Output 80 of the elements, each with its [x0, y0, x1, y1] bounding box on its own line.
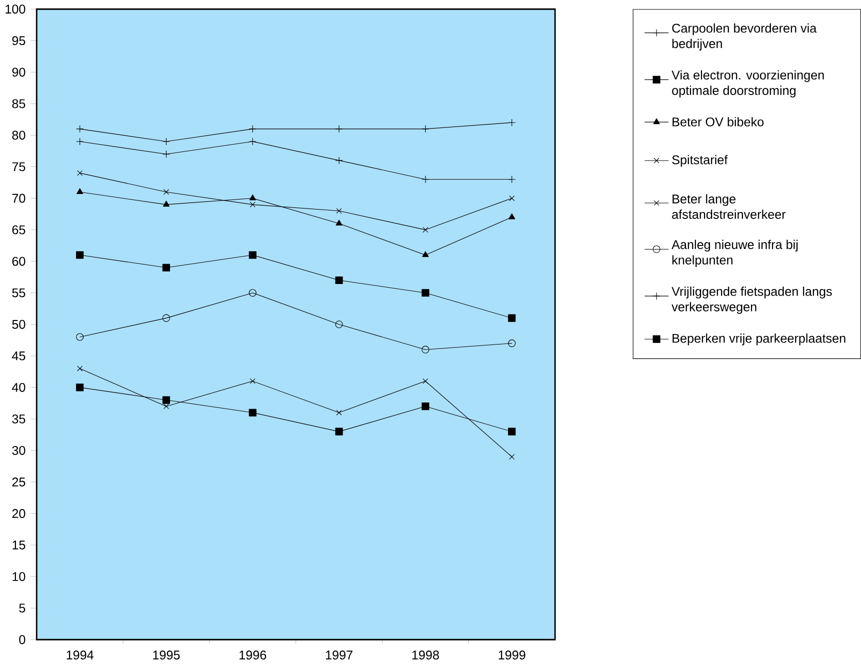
point: [76, 125, 84, 133]
y-tick-label: 10: [12, 572, 26, 581]
point: [508, 176, 516, 184]
legend-label: Carpoolen bevorderen via bedrijven: [672, 23, 817, 51]
point: [508, 213, 516, 220]
point: [508, 314, 516, 322]
y-tick-label: 60: [12, 256, 26, 266]
x-tick-label: 1999: [498, 650, 526, 660]
point: [422, 176, 430, 184]
point: [77, 366, 83, 372]
y-tick-label: 50: [12, 320, 26, 329]
y-tick-label: 30: [12, 446, 26, 455]
x-tick-label: 1994: [66, 650, 94, 660]
point: [249, 194, 256, 200]
point: [76, 251, 84, 259]
y-tick-label: 55: [12, 288, 26, 298]
legend-label: Beperken vrije parkeerplaatsen: [672, 333, 846, 346]
y-tick-label: 5: [19, 604, 26, 612]
y-tick-label: 85: [12, 99, 26, 108]
point: [162, 314, 170, 322]
point: [335, 428, 343, 436]
point: [162, 200, 170, 207]
legend-label: Beter lange afstandstreinverkeer: [672, 194, 786, 219]
point: [422, 251, 429, 257]
y-tick-label: 90: [12, 68, 26, 77]
point: [336, 220, 342, 226]
point: [76, 384, 84, 392]
point: [162, 264, 170, 272]
y-tick-label: 25: [12, 477, 26, 486]
point: [422, 378, 428, 384]
point: [422, 288, 430, 297]
x-tick-label: 1995: [153, 650, 180, 660]
point: [76, 138, 84, 146]
legend-label: Vrijliggende fietspaden langs verkeerswegen: [672, 286, 832, 314]
legend-label: Aanleg nieuwe infra bij knelpunten: [672, 240, 798, 267]
y-tick-label: 100: [6, 4, 26, 14]
point: [163, 404, 170, 410]
point: [248, 408, 256, 416]
point: [508, 339, 516, 347]
x-tick-label: 1998: [412, 650, 439, 660]
point: [335, 125, 343, 133]
y-tick-label: 45: [12, 351, 26, 360]
point: [336, 208, 342, 214]
point: [76, 333, 84, 341]
y-tick-label: 0: [19, 635, 26, 644]
y-tick-label: 65: [12, 225, 26, 234]
point: [509, 454, 515, 460]
point: [508, 428, 516, 436]
point: [248, 251, 256, 259]
legend-label: Via electron. voorzieningen optimale doorstroming: [672, 70, 824, 98]
point: [422, 226, 428, 232]
point: [250, 202, 256, 208]
point: [508, 118, 516, 126]
point: [162, 150, 170, 158]
y-tick-label: 20: [12, 508, 26, 518]
point: [76, 188, 84, 194]
legend-label: Spitstarief: [672, 154, 728, 167]
point: [336, 410, 342, 416]
point: [163, 189, 170, 195]
y-tick-label: 70: [12, 194, 26, 203]
point: [250, 378, 256, 384]
x-tick-label: 1997: [326, 650, 352, 660]
y-tick-label: 95: [12, 36, 26, 46]
point: [422, 402, 430, 410]
point: [162, 138, 170, 146]
y-tick-label: 35: [12, 414, 26, 424]
point: [509, 195, 515, 201]
point: [248, 125, 256, 133]
x-tick-label: 1996: [240, 650, 266, 660]
y-tick-label: 15: [12, 540, 26, 550]
y-tick-label: 75: [12, 162, 26, 172]
y-tick-label: 80: [12, 130, 26, 140]
point: [335, 276, 343, 284]
point: [248, 288, 256, 297]
point: [335, 320, 343, 328]
legend-label: Beter OV bibeko: [672, 117, 764, 126]
y-tick-label: 40: [12, 382, 26, 392]
point: [422, 346, 430, 354]
point: [77, 170, 83, 176]
point: [162, 396, 170, 404]
